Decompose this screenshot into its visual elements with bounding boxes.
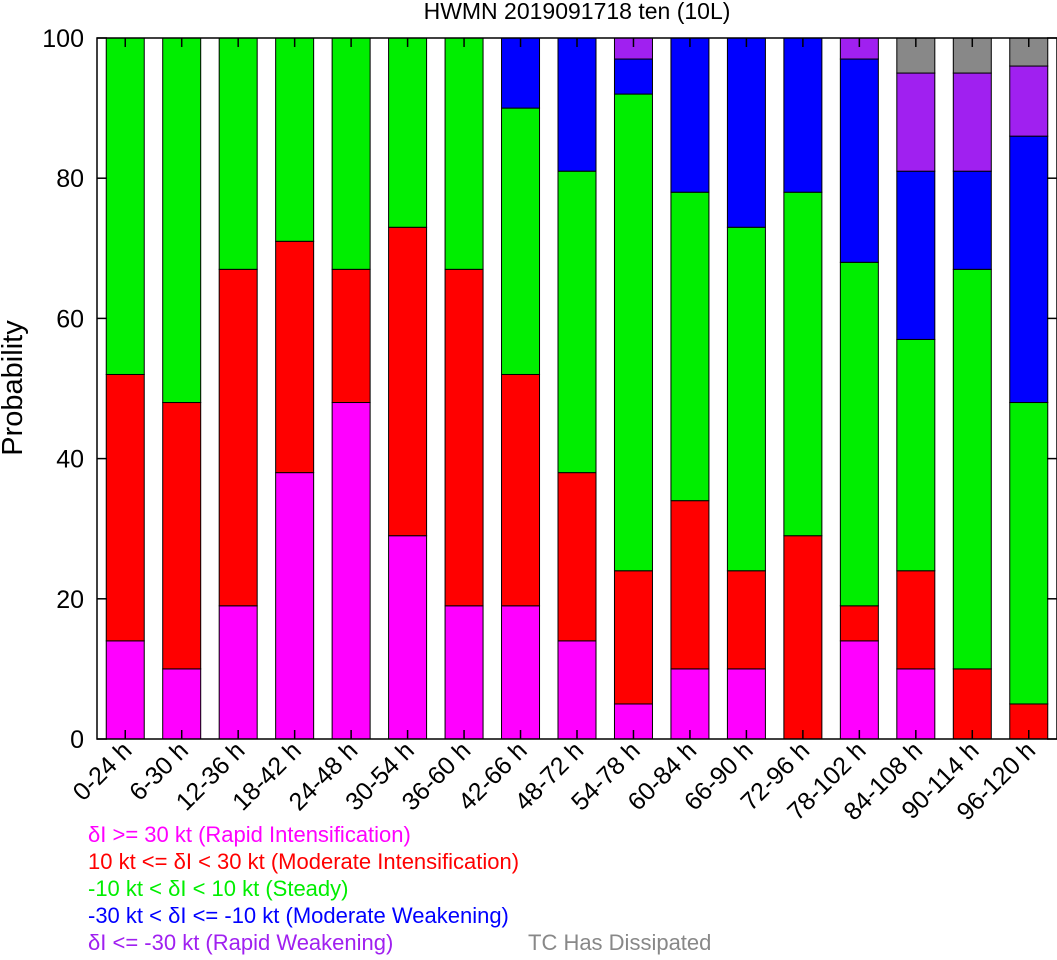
bar-segment [105,640,145,740]
bar-segment [1009,65,1049,137]
bar-segment [388,535,428,740]
legend-tc-dissipated: TC Has Dissipated [528,930,712,955]
bar-segment [331,37,371,270]
bar-segment [444,605,484,740]
bar-segment [162,37,202,404]
bar-segment [952,170,992,270]
bar-segment [896,338,936,572]
bar-segment [613,570,653,705]
bar-segment [105,37,145,375]
bar-segment [783,191,823,537]
legend-moderate-intensification: 10 kt <= δI < 30 kt (Moderate Intensific… [88,849,520,874]
bar-segment [783,37,823,193]
bar-segment [670,37,710,193]
bar-segment [444,37,484,270]
y-tick-label: 100 [42,25,84,53]
bar-segment [501,605,541,740]
bar-segment [275,472,315,740]
bar-segment [162,402,202,670]
bar-segment [557,170,597,474]
bar-segment [670,191,710,502]
bar-segment [388,37,428,228]
bar-segment [275,37,315,242]
bars-group [105,37,1049,740]
bar-segment [783,535,823,740]
bar-segment [218,605,258,740]
bar-segment [670,500,710,670]
bar-segment [726,570,766,670]
bar-segment [896,570,936,670]
y-axis: 0 20 40 60 80 100 [42,25,1057,754]
bar-segment [952,268,992,670]
bar-segment [896,170,936,340]
bar-segment [501,107,541,375]
y-tick-label: 80 [56,165,84,193]
bar-segment [952,72,992,172]
legend-steady: -10 kt < δI < 10 kt (Steady) [88,876,349,901]
bar-segment [162,668,202,740]
chart-title: HWMN 2019091718 ten (10L) [424,0,731,24]
bar-segment [839,605,879,642]
legend-rapid-intensification: δI >= 30 kt (Rapid Intensification) [88,822,411,847]
bar-segment [218,268,258,607]
bar-segment [726,668,766,740]
legend-moderate-weakening: -30 kt < δI <= -10 kt (Moderate Weakenin… [88,903,509,928]
y-tick-label: 20 [56,586,84,614]
x-axis: 0-24 h6-30 h12-36 h18-42 h24-48 h30-54 h… [68,38,1041,826]
bar-segment [105,373,145,642]
bar-segment [726,37,766,228]
bar-segment [388,226,428,537]
y-tick-label: 40 [56,446,84,474]
bar-segment [331,402,371,740]
bar-segment [839,261,879,607]
bar-segment [839,640,879,740]
bar-segment [1009,135,1049,404]
bar-segment [896,668,936,740]
bar-segment [557,37,597,172]
bar-segment [331,268,371,404]
bar-segment [839,58,879,263]
legend-rapid-weakening: δI <= -30 kt (Rapid Weakening) [88,930,394,955]
bar-segment [952,668,992,740]
bar-segment [726,226,766,572]
bar-segment [275,240,315,474]
bar-segment [218,37,258,270]
bar-segment [896,72,936,172]
bar-segment [444,268,484,607]
bar-segment [670,668,710,740]
bar-segment [613,58,653,95]
bar-segment [557,640,597,740]
bar-segment [613,93,653,572]
bar-segment [501,37,541,109]
bar-segment [557,472,597,642]
bar-segment [501,373,541,607]
bar-segment [1009,402,1049,705]
y-axis-label: Probability [0,320,29,456]
y-tick-label: 60 [56,305,84,333]
y-tick-label: 0 [70,726,84,754]
